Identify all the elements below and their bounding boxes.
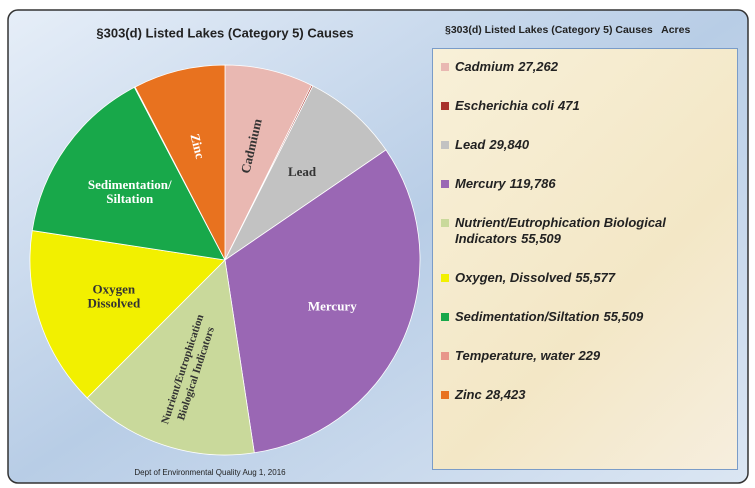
legend-swatch (441, 313, 449, 321)
legend-label: Nutrient/Eutrophication Biological Indic… (455, 215, 666, 246)
legend-text: Nutrient/Eutrophication Biological Indic… (455, 215, 731, 247)
legend-text: Mercury 119,786 (455, 176, 556, 192)
legend-entry: Mercury 119,786 (441, 176, 731, 192)
slice-label-line: Lead (288, 164, 317, 179)
legend-text: Lead 29,840 (455, 137, 529, 153)
slice-label-line: Siltation (106, 191, 154, 206)
legend-value: 27,262 (518, 59, 558, 74)
legend-entry: Lead 29,840 (441, 137, 731, 153)
legend: Cadmium 27,262 Escherichia coli 471 Lead 29,8… (432, 48, 738, 470)
legend-label: Mercury (455, 176, 506, 191)
legend-swatch (441, 141, 449, 149)
legend-entry: Nutrient/Eutrophication Biological Indic… (441, 215, 731, 247)
slice-label: Oxygen Dissolved (87, 281, 141, 310)
slice-label: Lead (288, 164, 317, 179)
legend-label: Zinc (455, 387, 482, 402)
legend-title: §303(d) Listed Lakes (Category 5) Causes… (445, 24, 691, 36)
legend-swatch (441, 180, 449, 188)
legend-value: 55,509 (521, 231, 561, 246)
legend-swatch (441, 352, 449, 360)
legend-value: 229 (578, 348, 601, 363)
legend-value: 471 (558, 98, 580, 113)
legend-entry: Oxygen, Dissolved 55,577 (441, 270, 731, 286)
slice-label-line: Mercury (308, 299, 357, 314)
slice-label: Zinc (187, 132, 208, 160)
pie-slice (134, 64, 226, 261)
pie-slice (224, 85, 387, 261)
footnote: Dept of Environmental Quality Aug 1, 201… (134, 468, 286, 477)
legend-value: 55,509 (603, 309, 644, 324)
legend-label: Lead (455, 137, 486, 152)
legend-swatch (441, 274, 449, 282)
pie-slice (86, 259, 255, 456)
legend-entry: Escherichia coli 471 (441, 98, 731, 114)
legend-entry: Sedimentation/Siltation 55,509 (441, 309, 731, 325)
slice-label-line: Dissolved (87, 295, 141, 310)
legend-text: Oxygen, Dissolved 55,577 (455, 270, 615, 286)
legend-swatch (441, 102, 449, 110)
chart-title: §303(d) Listed Lakes (Category 5) Causes (96, 25, 353, 40)
legend-entry: Temperature, water 229 (441, 348, 731, 364)
legend-value: 29,840 (489, 137, 530, 152)
legend-text: Temperature, water 229 (455, 348, 600, 364)
pie: Cadmium LeadMercuryNutrient/Eutrophicatio… (29, 64, 421, 456)
pie-slice (224, 149, 421, 454)
legend-label: Temperature, water (455, 348, 575, 363)
legend-text: Sedimentation/Siltation 55,509 (455, 309, 643, 325)
slice-label: Sedimentation/Siltation (88, 177, 172, 206)
legend-value: 119,786 (509, 176, 556, 191)
legend-text: Zinc 28,423 (455, 387, 526, 403)
slice-label-line: Sedimentation/ (88, 177, 172, 192)
legend-label: Escherichia coli (455, 98, 554, 113)
legend-value: 55,577 (575, 270, 616, 285)
pie-slice (31, 86, 226, 261)
slice-label: Mercury (308, 299, 357, 314)
legend-text: Escherichia coli 471 (455, 98, 580, 114)
legend-value: 28,423 (485, 387, 526, 402)
legend-swatch (441, 63, 449, 71)
legend-entry: Cadmium 27,262 (441, 59, 731, 75)
slice-label-line: Oxygen (93, 281, 136, 296)
legend-label: Cadmium (455, 59, 515, 74)
legend-entry: Zinc 28,423 (441, 387, 731, 403)
pie-slice (29, 230, 226, 399)
legend-label: Sedimentation/Siltation (455, 309, 600, 324)
legend-label: Oxygen, Dissolved (455, 270, 572, 285)
slice-label-line: Zinc (187, 132, 208, 160)
legend-swatch (441, 391, 449, 399)
legend-swatch (441, 219, 449, 227)
legend-text: Cadmium 27,262 (455, 59, 558, 75)
